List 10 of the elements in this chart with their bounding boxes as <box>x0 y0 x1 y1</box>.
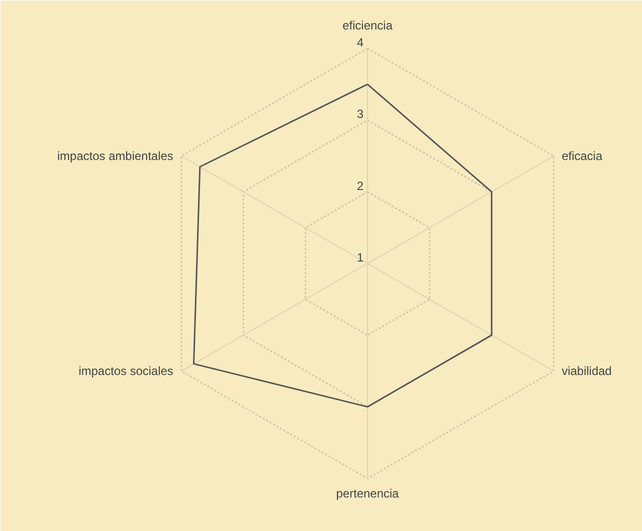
spoke-label: impactos ambientales <box>57 149 174 163</box>
y-tick-label: 1 <box>356 250 364 264</box>
y-tick-label: 3 <box>356 107 364 122</box>
y-tick-label: 2 <box>356 178 364 193</box>
spoke-label: pertenencia <box>336 486 400 500</box>
spoke-label: eficiencia <box>342 18 393 32</box>
spoke-label: impactos sociales <box>78 364 174 378</box>
spoke-label: viabilidad <box>562 364 612 378</box>
spoke-label: eficacia <box>562 149 603 163</box>
y-tick-label: 4 <box>356 36 364 50</box>
